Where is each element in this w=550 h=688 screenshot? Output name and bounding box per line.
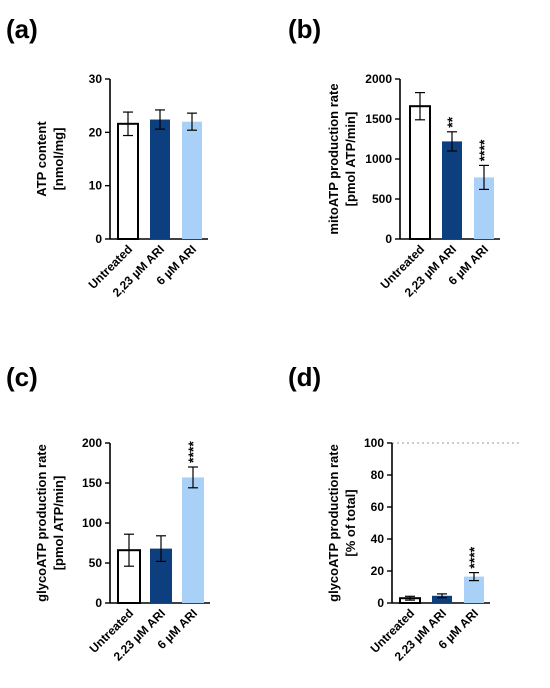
y-tick-label: 200 — [82, 436, 102, 450]
y-axis-title: glycoATP production rate [pmol ATP/min] — [34, 444, 66, 602]
y-tick-label: 1500 — [365, 112, 392, 126]
bar-1 — [117, 122, 139, 240]
y-tick-label: 500 — [372, 192, 392, 206]
panel-label: (d) — [288, 362, 321, 392]
y-tick-label: 40 — [371, 532, 385, 546]
y-axis-title-line: [% of total] — [343, 489, 358, 556]
y-tick-label: 50 — [89, 556, 103, 570]
y-tick-label: 1000 — [365, 152, 392, 166]
significance-label: **** — [476, 139, 492, 161]
panel-label: (b) — [288, 14, 321, 44]
bar-3 — [182, 121, 202, 239]
y-axis-title-line: mitoATP production rate — [326, 83, 341, 234]
y-tick-label: 20 — [89, 125, 103, 139]
bar-3 — [474, 177, 494, 239]
y-tick-label: 100 — [82, 516, 102, 530]
significance-label: **** — [466, 546, 482, 568]
bar-2 — [150, 548, 172, 603]
y-axis-title-line: ATP content — [34, 121, 49, 197]
y-tick-label: 60 — [371, 500, 385, 514]
panel-label: (c) — [6, 362, 38, 392]
y-axis-title: glycoATP production rate [% of total] — [326, 444, 358, 602]
significance-label: ** — [444, 116, 460, 127]
y-axis-title-line: glycoATP production rate — [326, 444, 341, 602]
chart-panel-1: (a)ATP content [nmol/mg]0102030Untreated2… — [6, 14, 208, 300]
y-axis-title: mitoATP production rate [pmol ATP/min] — [326, 83, 358, 234]
bar-1 — [409, 105, 431, 240]
y-axis-title-line: [pmol ATP/min] — [51, 476, 66, 571]
y-tick-label: 80 — [371, 468, 385, 482]
chart-panel-3: (c) glycoATP production rate [pmol ATP/min… — [6, 362, 210, 664]
chart-panel-2: (b) mitoATP production rate [pmol ATP/min]… — [288, 14, 500, 300]
y-tick-label: 0 — [377, 596, 384, 610]
y-tick-label: 150 — [82, 476, 102, 490]
y-axis-title-line: [pmol ATP/min] — [343, 112, 358, 207]
bar-3 — [182, 477, 204, 603]
chart-panel-4: (d) glycoATP production rate [% of total] 0… — [288, 362, 522, 664]
y-tick-label: 20 — [371, 564, 385, 578]
y-axis-title-line: glycoATP production rate — [34, 444, 49, 602]
y-tick-label: 0 — [95, 596, 102, 610]
y-tick-label: 10 — [89, 179, 103, 193]
y-tick-label: 100 — [364, 436, 384, 450]
bar-2 — [432, 595, 452, 603]
y-tick-label: 2000 — [365, 72, 392, 86]
bar-2 — [442, 141, 462, 239]
y-axis-title-line: [nmol/mg] — [51, 128, 66, 191]
y-tick-label: 30 — [89, 72, 103, 86]
bar-2 — [150, 119, 170, 239]
panel-label: (a) — [6, 14, 38, 44]
y-tick-label: 0 — [385, 232, 392, 246]
bar-3 — [464, 576, 484, 603]
y-tick-label: 0 — [95, 232, 102, 246]
y-axis-title: ATP content [nmol/mg] — [34, 121, 66, 197]
significance-label: **** — [185, 441, 201, 463]
